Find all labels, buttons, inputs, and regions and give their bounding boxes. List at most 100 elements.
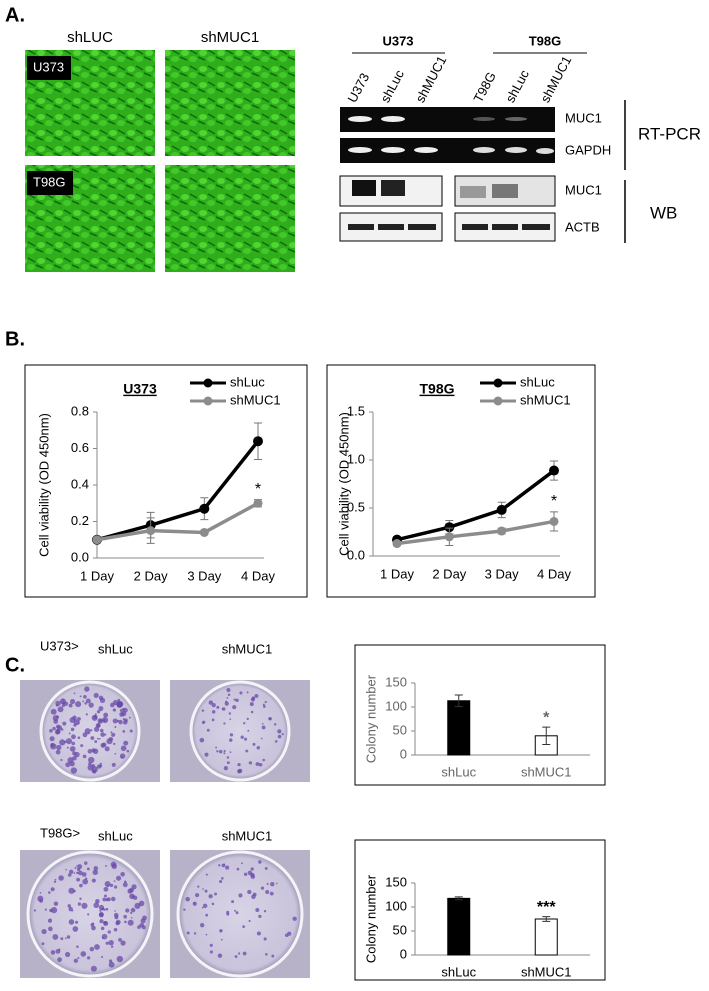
colony	[246, 717, 249, 721]
microscopy-image	[165, 165, 295, 272]
colony	[59, 739, 66, 746]
colony	[83, 861, 88, 865]
band-label: ACTB	[565, 219, 600, 234]
colony	[118, 719, 123, 725]
colony	[50, 887, 55, 892]
image-row-label: T98G	[33, 174, 66, 189]
colony	[117, 698, 121, 702]
y-tick-label: 1.5	[347, 403, 365, 418]
colony	[223, 766, 229, 771]
colony	[183, 908, 186, 911]
colony	[284, 933, 289, 938]
x-tick-label: 4 Day	[537, 566, 571, 581]
error-bar	[454, 694, 463, 708]
colony	[50, 907, 58, 914]
colony	[122, 720, 128, 725]
colony	[52, 934, 59, 940]
point	[549, 465, 559, 476]
colony	[120, 872, 125, 877]
series-line	[396, 519, 555, 546]
colony	[258, 762, 263, 767]
y-tick-label: 0.4	[71, 476, 89, 491]
colony	[76, 877, 81, 882]
colony	[129, 893, 135, 900]
colony	[98, 912, 104, 918]
colony	[88, 702, 94, 708]
colony	[111, 732, 116, 737]
band	[492, 224, 518, 230]
colony	[112, 699, 119, 706]
colony	[86, 867, 90, 871]
colony	[255, 762, 260, 766]
colony	[131, 884, 137, 890]
colony	[70, 698, 76, 705]
band	[348, 147, 372, 153]
colony	[204, 889, 208, 893]
colony	[229, 738, 233, 742]
colony	[69, 746, 76, 752]
colony	[234, 955, 238, 958]
colony	[68, 732, 71, 735]
colony	[55, 749, 61, 755]
colony	[90, 965, 97, 972]
colony	[256, 746, 261, 750]
colony	[217, 953, 223, 958]
colony	[292, 916, 297, 921]
colony	[68, 907, 73, 912]
lane-label: shMUC1	[537, 53, 574, 105]
y-tick-label: 0	[400, 746, 407, 761]
band	[522, 224, 550, 230]
colony	[77, 957, 80, 960]
colony	[208, 700, 214, 705]
colony	[239, 691, 243, 695]
colony	[264, 866, 268, 870]
lane-label: U373	[344, 71, 372, 105]
band	[492, 184, 518, 198]
colony	[89, 946, 95, 952]
colony	[248, 919, 251, 923]
colony	[99, 697, 106, 703]
point	[253, 498, 263, 508]
colony	[66, 746, 69, 749]
point	[444, 532, 454, 542]
colony	[270, 882, 275, 887]
colony	[138, 900, 145, 907]
colony	[73, 958, 79, 963]
legend-label: shMUC1	[520, 392, 571, 407]
colony	[204, 752, 209, 757]
colony	[103, 920, 107, 925]
colony	[260, 886, 265, 890]
colony	[68, 919, 75, 925]
colony	[243, 872, 248, 876]
colony	[116, 701, 123, 708]
colony	[113, 927, 118, 932]
colony	[104, 894, 107, 898]
bar	[447, 700, 471, 756]
colony	[82, 732, 88, 738]
legend-label: shMUC1	[230, 392, 281, 407]
plate-label: shMUC1	[222, 641, 273, 656]
y-axis-label: Colony number	[363, 874, 378, 963]
x-tick-label: 3 Day	[187, 568, 221, 583]
colony	[250, 867, 254, 871]
colony	[226, 687, 231, 693]
colony	[67, 904, 72, 908]
colony	[215, 746, 218, 749]
point	[146, 526, 156, 536]
colony	[193, 901, 196, 904]
colony	[106, 897, 111, 902]
colony	[77, 864, 83, 870]
colony	[73, 692, 76, 695]
band	[408, 224, 436, 230]
colony	[134, 902, 141, 909]
row-label-bg	[27, 171, 73, 195]
colony	[221, 863, 226, 868]
colony	[264, 700, 267, 704]
colony	[258, 914, 262, 918]
colony	[56, 715, 59, 719]
colony	[273, 723, 277, 726]
y-tick-label: 150	[385, 674, 407, 689]
colony	[258, 860, 262, 864]
colony	[103, 718, 106, 722]
colony	[116, 955, 124, 963]
